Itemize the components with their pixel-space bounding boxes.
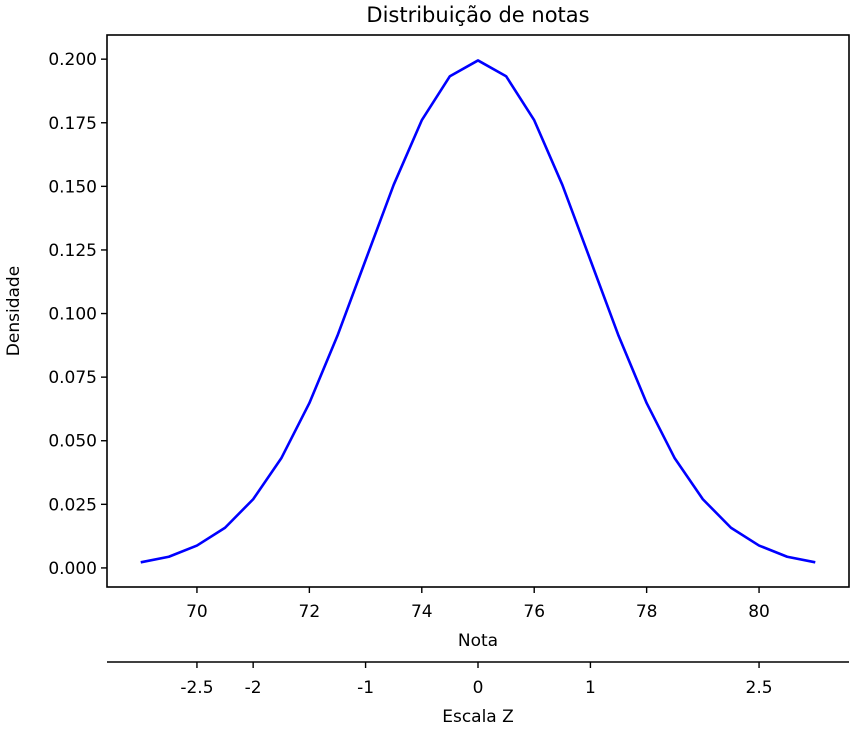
z-tick-label: -2.5 [180,678,213,698]
y-tick-label: 0.000 [48,559,97,579]
x-tick-label: 78 [636,602,658,622]
secondary-x-axis-label: Escala Z [442,707,514,727]
z-tick-label: -2 [245,678,262,698]
plot-area-frame [106,34,850,588]
x-tick-label: 72 [299,602,321,622]
y-tick-label: 0.025 [48,495,97,515]
x-tick-label: 80 [748,602,770,622]
y-tick-label: 0.175 [48,114,97,134]
z-tick-label: 1 [585,678,596,698]
y-tick-label: 0.075 [48,368,97,388]
y-tick-label: 0.150 [48,177,97,197]
y-tick-label: 0.200 [48,50,97,70]
y-axis-ticks: 0.000 0.025 0.050 0.075 0.100 0.125 0.150 0.175… [48,50,107,579]
chart-title: Distribuição de notas [366,3,589,27]
x-axis-ticks: 70 72 74 76 78 80 [186,587,770,622]
y-tick-label: 0.050 [48,432,97,452]
x-tick-label: 74 [411,602,433,622]
x-tick-label: 76 [523,602,545,622]
z-tick-label: 0 [473,678,484,698]
y-tick-label: 0.100 [48,305,97,325]
z-tick-label: 2.5 [746,678,773,698]
secondary-x-axis-ticks: -2.5 -2 -1 0 1 2.5 [180,662,773,698]
y-axis-label: Densidade [4,266,24,356]
x-tick-label: 70 [186,602,208,622]
y-tick-label: 0.125 [48,241,97,261]
x-axis-label: Nota [458,631,498,651]
z-tick-label: -1 [357,678,374,698]
series-line [140,59,816,564]
